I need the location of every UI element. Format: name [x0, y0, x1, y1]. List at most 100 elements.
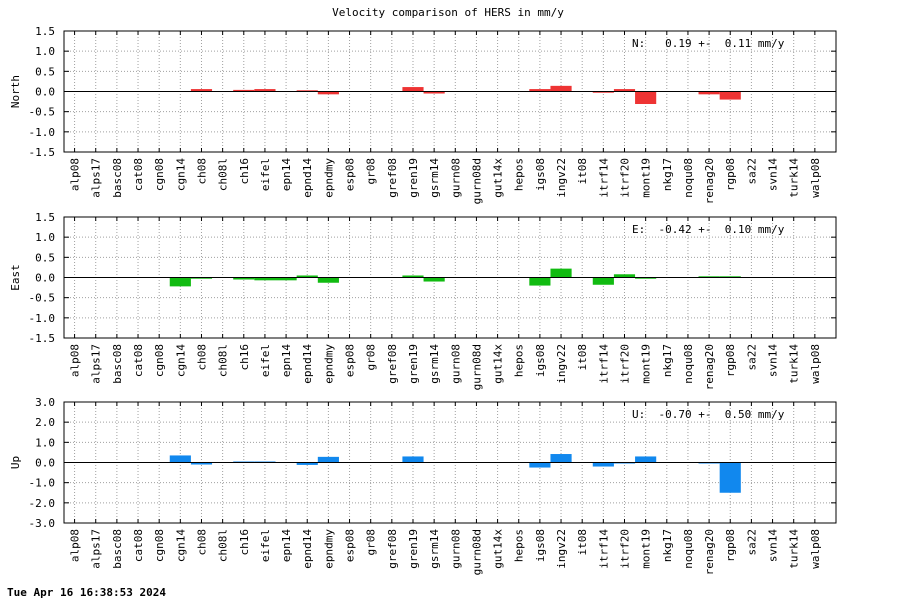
- xtick-label: walp08: [809, 158, 822, 198]
- xtick-label: epndmy: [322, 344, 335, 384]
- xtick-label: gurn08: [449, 158, 462, 198]
- xtick-label: eifel: [259, 158, 272, 191]
- xtick-label: sa22: [745, 158, 758, 185]
- ytick-label: 3.0: [35, 396, 55, 409]
- bar-ch08: [190, 462, 213, 465]
- xtick-label: gref08: [386, 344, 399, 384]
- xtick-label: ch08: [195, 529, 208, 556]
- xtick-label: alps17: [90, 529, 103, 569]
- xtick-label: noqu08: [682, 158, 695, 198]
- xtick-label: igs08: [534, 529, 547, 562]
- xtick-label: ch08l: [217, 529, 230, 562]
- ytick-label: -1.0: [29, 126, 56, 139]
- xtick-label: rgp08: [724, 529, 737, 562]
- ytick-label: -1.0: [29, 477, 56, 490]
- xtick-label: gurn08: [449, 344, 462, 384]
- ylabel-north: North: [9, 75, 22, 108]
- xtick-label: mont19: [640, 344, 653, 384]
- xtick-label: esp08: [344, 529, 357, 562]
- bar-rgp08: [719, 91, 741, 100]
- xtick-label: renag20: [703, 344, 716, 390]
- xtick-label: it08: [576, 344, 589, 371]
- xtick-label: ch16: [238, 344, 251, 371]
- bar-gsrm14: [423, 91, 445, 94]
- xtick-label: mont19: [640, 158, 653, 198]
- ytick-label: 1.0: [35, 231, 55, 244]
- bar-itrf20: [613, 462, 636, 464]
- xtick-label: cgn08: [153, 529, 166, 562]
- bar-itrf14: [592, 462, 614, 467]
- xtick-label: basc08: [111, 158, 124, 198]
- xtick-label: itrf14: [597, 529, 610, 569]
- xtick-label: epndmy: [322, 158, 335, 198]
- ytick-label: -2.0: [29, 497, 56, 510]
- ytick-label: -1.5: [29, 146, 56, 159]
- xtick-label: epn14: [280, 529, 293, 562]
- xtick-label: svn14: [767, 158, 780, 191]
- xtick-label: cgn08: [153, 344, 166, 377]
- bar-gren19: [402, 456, 424, 463]
- xtick-label: gurn08: [449, 529, 462, 569]
- ytick-label: 1.5: [35, 211, 55, 224]
- xtick-label: epndmy: [322, 529, 335, 569]
- bar-igs08: [529, 89, 551, 92]
- xtick-label: cgn14: [174, 344, 187, 377]
- xtick-label: gren19: [407, 344, 420, 384]
- xtick-label: gref08: [386, 158, 399, 198]
- ylabel-east: East: [9, 264, 22, 291]
- xtick-label: cat08: [132, 158, 145, 191]
- xtick-label: epn14: [280, 344, 293, 377]
- xtick-label: hepos: [513, 158, 526, 191]
- xtick-label: noqu08: [682, 344, 695, 384]
- ylabel-up: Up: [9, 456, 22, 469]
- xtick-label: gr08: [365, 529, 378, 556]
- panel-east: 1.5 1.0 0.5 0.0 -0.5 -1.0 -1.5 alp08 alps17 basc0…: [9, 211, 837, 390]
- xtick-label: turk14: [788, 344, 801, 384]
- bar-eifel: [254, 277, 276, 281]
- xtick-label: renag20: [703, 158, 716, 204]
- xtick-label: nkg17: [661, 344, 674, 377]
- xtick-label: svn14: [767, 344, 780, 377]
- ytick-label: 0.0: [35, 86, 55, 99]
- plot-frame: [63, 30, 837, 153]
- ytick-label: -1.5: [29, 332, 56, 345]
- panel-north: 1.5 1.0 0.5 0.0 -0.5 -1.0 -1.5 alp08 alps17 basc0…: [9, 25, 837, 204]
- bar-mont19: [635, 456, 657, 463]
- xtick-label: ch08l: [217, 344, 230, 377]
- xtick-label: hepos: [513, 529, 526, 562]
- xtick-label: nkg17: [661, 529, 674, 562]
- xtick-label: rgp08: [724, 158, 737, 191]
- bar-renag20: [698, 276, 720, 278]
- xtick-label: cgn08: [153, 158, 166, 191]
- xtick-label: turk14: [788, 529, 801, 569]
- xtick-label: gurn08d: [470, 344, 483, 390]
- bar-itrf14: [592, 91, 614, 93]
- bar-eifel: [254, 461, 276, 463]
- bar-ingv22: [550, 454, 572, 463]
- xtick-label: nkg17: [661, 158, 674, 191]
- xtick-label: ch16: [238, 158, 251, 185]
- xtick-label: alp08: [69, 158, 82, 191]
- xtick-label: ch16: [238, 529, 251, 556]
- xtick-label: hepos: [513, 344, 526, 377]
- xtick-label: renag20: [703, 529, 716, 575]
- bar-igs08: [529, 462, 551, 468]
- xtick-label: gsrm14: [428, 158, 441, 198]
- xtick-label: gren19: [407, 529, 420, 569]
- xtick-label: gren19: [407, 158, 420, 198]
- bar-ch08: [190, 277, 213, 279]
- bar-epn14: [275, 277, 297, 281]
- bar-ingv22: [550, 268, 572, 278]
- xtick-label: gut14x: [492, 344, 505, 384]
- ytick-label: -1.0: [29, 312, 56, 325]
- bar-itrf20: [613, 89, 636, 92]
- bar-ch08: [190, 89, 213, 92]
- bar-renag20: [698, 91, 720, 95]
- xtick-label: ch08: [195, 344, 208, 371]
- bar-gsrm14: [423, 277, 445, 282]
- bar-cgn14: [169, 455, 191, 463]
- xtick-label: itrf14: [597, 158, 610, 198]
- xtick-label: gurn08d: [470, 158, 483, 204]
- xtick-label: turk14: [788, 158, 801, 198]
